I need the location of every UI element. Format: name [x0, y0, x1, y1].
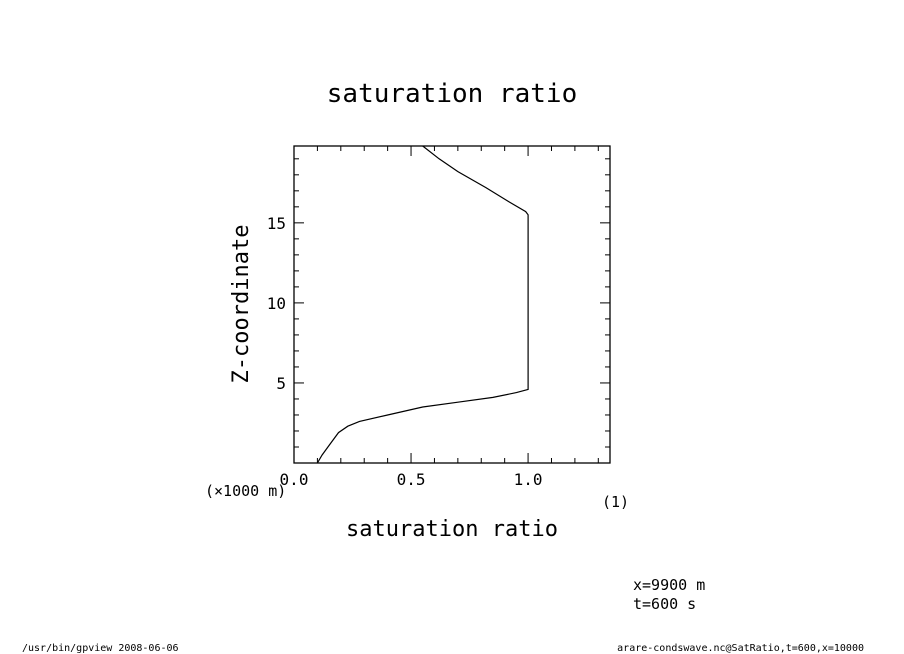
x-axis-unit: (1)	[602, 493, 629, 511]
y-tick-label: 15	[267, 214, 286, 233]
y-tick-label: 5	[276, 374, 286, 393]
chart-title: saturation ratio	[327, 79, 577, 109]
x-tick-label: 0.0	[280, 470, 309, 489]
y-axis-label: Z-coordinate	[229, 225, 254, 384]
y-tick-label: 10	[267, 294, 286, 313]
position-annotation: x=9900 m	[633, 576, 705, 594]
time-annotation: t=600 s	[633, 595, 696, 613]
x-axis-label: saturation ratio	[346, 517, 558, 542]
series-group	[316, 145, 529, 464]
y-axis-unit: (×1000 m)	[205, 482, 286, 500]
x-tick-label: 0.5	[397, 470, 426, 489]
series-line	[316, 145, 529, 464]
x-axis-ticks: 0.0 0.5 1.0	[280, 146, 599, 489]
plot-border	[293, 145, 611, 464]
footer-left: /usr/bin/gpview 2008-06-06	[22, 643, 179, 654]
plot-frame	[293, 145, 611, 464]
y-axis-ticks: 5 10 15	[267, 158, 610, 448]
footer-right: arare-condswave.nc@SatRatio,t=600,x=1000…	[617, 643, 864, 654]
x-tick-label: 1.0	[514, 470, 543, 489]
